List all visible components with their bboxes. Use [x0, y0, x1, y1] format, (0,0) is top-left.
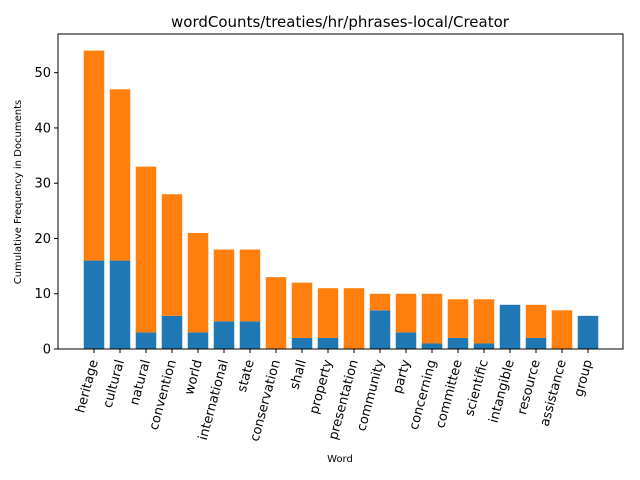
bar-segment	[83, 260, 105, 349]
y-tick-label: 0	[43, 343, 51, 358]
bar-segment	[551, 310, 573, 349]
bar-segment	[135, 332, 157, 349]
bar-segment	[395, 332, 417, 349]
y-tick-label: 40	[34, 121, 51, 136]
bar-segment	[291, 337, 313, 349]
bar-segment	[499, 304, 521, 349]
y-tick-label: 10	[34, 287, 51, 302]
bar-segment	[577, 315, 599, 349]
bar-segment	[343, 288, 365, 349]
y-tick-label: 20	[34, 232, 51, 247]
bar-segment	[83, 50, 105, 261]
bar-segment	[239, 249, 261, 322]
plot-frame	[57, 33, 624, 350]
y-tick-label: 30	[34, 177, 51, 192]
bars-group	[83, 50, 599, 349]
bar-segment	[525, 337, 547, 349]
bar-segment	[109, 260, 131, 349]
bar-segment	[395, 293, 417, 333]
bar-segment	[239, 321, 261, 349]
bar-segment	[161, 315, 183, 349]
bar-segment	[473, 343, 495, 349]
bar-segment	[213, 321, 235, 349]
bar-segment	[265, 277, 287, 349]
bar-segment	[317, 288, 339, 338]
y-axis-label: Cumulative Frequency in Documents	[13, 100, 24, 284]
y-axis: 0 10 20 30 40 50	[34, 66, 58, 358]
bar-segment	[447, 299, 469, 338]
bar-segment	[473, 299, 495, 344]
chart-title: wordCounts/treaties/hr/phrases-local/Cre…	[171, 13, 510, 31]
bar-segment	[187, 232, 209, 333]
bar-segment	[369, 310, 391, 349]
bar-segment	[187, 332, 209, 349]
y-tick-label: 50	[34, 66, 51, 81]
bar-segment	[213, 249, 235, 322]
bar-segment	[135, 166, 157, 333]
bar-segment	[421, 293, 443, 344]
bar-segment	[317, 337, 339, 349]
bar-segment	[447, 337, 469, 349]
bar-segment	[109, 89, 131, 261]
bar-segment	[421, 343, 443, 349]
bar-segment	[291, 282, 313, 338]
bar-segment	[369, 293, 391, 311]
bar-segment	[161, 194, 183, 316]
bar-segment	[525, 304, 547, 338]
x-axis-label: Word	[327, 454, 353, 465]
